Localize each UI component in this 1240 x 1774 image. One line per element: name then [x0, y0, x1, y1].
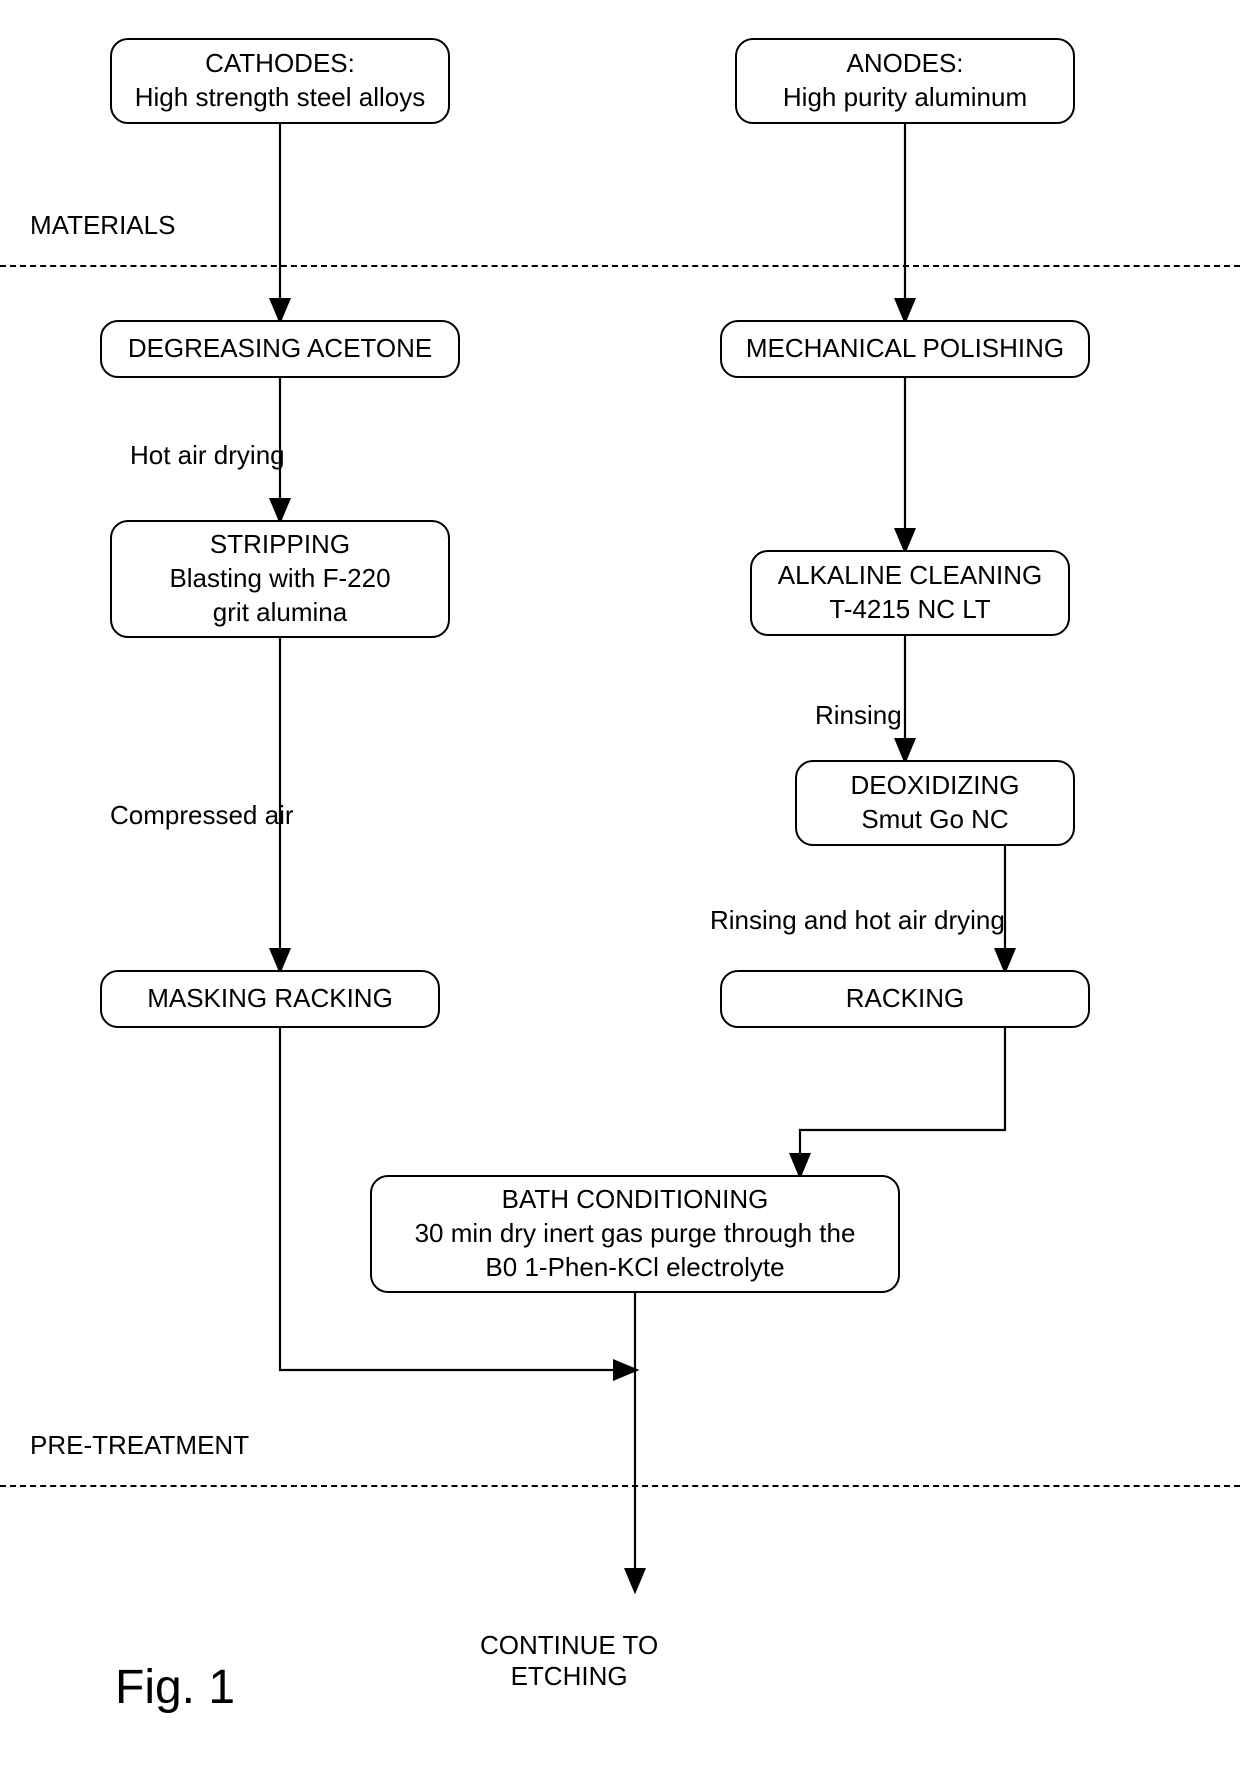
- edge-label-compressed-air: Compressed air: [110, 800, 294, 831]
- node-degreasing: DEGREASING ACETONE: [100, 320, 460, 378]
- edge-label-hot-air: Hot air drying: [130, 440, 285, 471]
- node-subtitle: grit alumina: [213, 596, 347, 630]
- node-subtitle: High purity aluminum: [783, 81, 1027, 115]
- node-subtitle: B0 1-Phen-KCl electrolyte: [485, 1251, 784, 1285]
- materials-divider: [0, 265, 1240, 267]
- node-masking-racking: MASKING RACKING: [100, 970, 440, 1028]
- node-subtitle: High strength steel alloys: [135, 81, 425, 115]
- node-bath-conditioning: BATH CONDITIONING 30 min dry inert gas p…: [370, 1175, 900, 1293]
- node-title: ALKALINE CLEANING: [778, 559, 1042, 593]
- node-title: CATHODES:: [205, 47, 355, 81]
- node-stripping: STRIPPING Blasting with F-220 grit alumi…: [110, 520, 450, 638]
- node-cathodes: CATHODES: High strength steel alloys: [110, 38, 450, 124]
- node-racking: RACKING: [720, 970, 1090, 1028]
- edge-label-rinsing-hot: Rinsing and hot air drying: [710, 905, 1005, 936]
- node-title: MASKING RACKING: [147, 982, 393, 1016]
- node-subtitle: 30 min dry inert gas purge through the: [415, 1217, 856, 1251]
- node-subtitle: Blasting with F-220: [169, 562, 390, 596]
- node-mechanical-polishing: MECHANICAL POLISHING: [720, 320, 1090, 378]
- node-title: ANODES:: [846, 47, 963, 81]
- node-alkaline-cleaning: ALKALINE CLEANING T-4215 NC LT: [750, 550, 1070, 636]
- continue-line1: CONTINUE TO: [480, 1630, 658, 1661]
- node-title: MECHANICAL POLISHING: [746, 332, 1064, 366]
- node-anodes: ANODES: High purity aluminum: [735, 38, 1075, 124]
- continue-line2: ETCHING: [480, 1661, 658, 1692]
- node-subtitle: T-4215 NC LT: [829, 593, 990, 627]
- node-title: DEGREASING ACETONE: [128, 332, 432, 366]
- node-deoxidizing: DEOXIDIZING Smut Go NC: [795, 760, 1075, 846]
- figure-label: Fig. 1: [115, 1660, 235, 1715]
- section-label-pretreatment: PRE-TREATMENT: [30, 1430, 249, 1461]
- node-title: STRIPPING: [210, 528, 350, 562]
- continue-label: CONTINUE TO ETCHING: [480, 1630, 658, 1692]
- section-label-materials: MATERIALS: [30, 210, 175, 241]
- node-title: RACKING: [846, 982, 964, 1016]
- node-subtitle: Smut Go NC: [861, 803, 1008, 837]
- node-title: BATH CONDITIONING: [502, 1183, 769, 1217]
- node-title: DEOXIDIZING: [850, 769, 1019, 803]
- edge-label-rinsing: Rinsing: [815, 700, 902, 731]
- pretreatment-divider: [0, 1485, 1240, 1487]
